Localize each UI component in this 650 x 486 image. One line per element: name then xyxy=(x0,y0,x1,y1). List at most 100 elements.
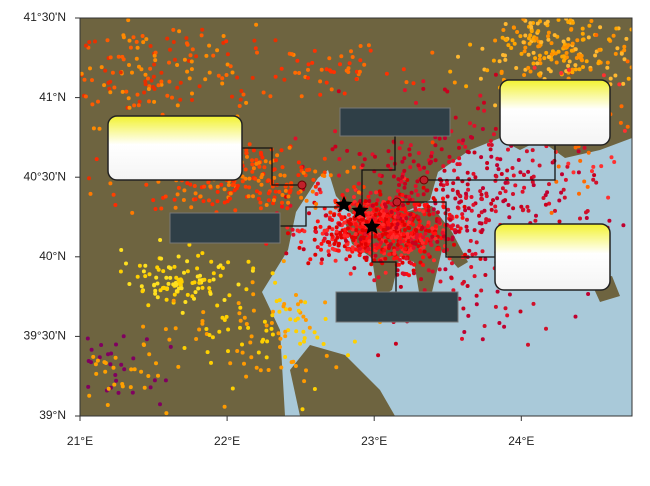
strike xyxy=(200,285,205,290)
strike xyxy=(178,97,183,102)
strike xyxy=(211,271,216,276)
strike xyxy=(244,151,249,156)
strike xyxy=(181,198,186,202)
strike xyxy=(360,163,365,168)
strike xyxy=(207,43,212,48)
strike xyxy=(210,335,215,340)
strike xyxy=(415,232,420,237)
strike xyxy=(118,70,123,75)
strike xyxy=(82,77,87,82)
strike xyxy=(260,339,265,344)
strike xyxy=(319,247,323,252)
strike xyxy=(249,355,254,360)
strike xyxy=(383,231,388,236)
strike xyxy=(614,26,619,31)
strike xyxy=(493,204,498,209)
strike xyxy=(273,74,278,79)
strike xyxy=(625,59,630,64)
strike xyxy=(106,80,111,85)
strike xyxy=(426,252,431,257)
strike xyxy=(122,367,127,372)
strike xyxy=(402,168,407,173)
strike xyxy=(611,33,616,38)
strike xyxy=(581,37,586,42)
strike xyxy=(468,42,473,47)
strike xyxy=(432,258,436,263)
strike xyxy=(250,169,255,174)
strike xyxy=(224,73,229,77)
strike xyxy=(399,140,404,145)
strike xyxy=(313,226,318,230)
strike xyxy=(503,180,508,185)
strike xyxy=(391,174,396,179)
strike xyxy=(185,181,190,186)
strike xyxy=(386,226,390,231)
strike xyxy=(501,199,506,204)
strike xyxy=(427,229,432,233)
strike xyxy=(340,193,345,197)
strike xyxy=(613,73,618,78)
strike xyxy=(89,360,93,365)
strike xyxy=(397,183,401,187)
south-coast xyxy=(290,345,395,416)
strike xyxy=(526,65,531,70)
strike xyxy=(255,50,259,55)
strike xyxy=(287,307,292,312)
strike xyxy=(193,197,198,202)
strike xyxy=(344,68,349,73)
strike xyxy=(566,161,571,166)
strike xyxy=(254,161,259,166)
strike xyxy=(521,40,526,45)
strike xyxy=(607,37,611,42)
strike xyxy=(590,169,594,174)
strike xyxy=(266,191,271,196)
strike xyxy=(358,237,363,242)
strike xyxy=(272,167,277,172)
strike xyxy=(130,390,135,395)
strike xyxy=(396,262,401,267)
strike xyxy=(362,157,367,162)
callout-box xyxy=(499,79,611,146)
strike xyxy=(518,170,523,175)
strike xyxy=(529,29,534,34)
strike xyxy=(228,191,233,196)
strike xyxy=(397,146,402,151)
strike xyxy=(124,89,129,94)
strike xyxy=(462,279,466,284)
strike xyxy=(618,120,623,125)
strike xyxy=(83,94,88,99)
strike xyxy=(418,248,422,253)
strike xyxy=(386,163,391,168)
strike xyxy=(364,255,369,260)
strike xyxy=(129,367,134,372)
strike xyxy=(520,189,525,194)
strike xyxy=(454,214,459,219)
strike xyxy=(160,286,165,290)
strike xyxy=(175,103,180,108)
strike xyxy=(411,159,416,164)
strike xyxy=(149,78,154,83)
strike xyxy=(414,188,418,193)
strike xyxy=(113,203,118,207)
strike xyxy=(324,232,329,237)
strike xyxy=(195,274,200,279)
place-box xyxy=(339,107,451,137)
strike xyxy=(99,65,104,70)
strike xyxy=(386,234,391,239)
strike xyxy=(278,345,282,349)
strike xyxy=(190,294,195,299)
strike xyxy=(422,249,427,254)
strike xyxy=(591,164,596,169)
strike xyxy=(493,72,498,77)
strike xyxy=(244,148,249,153)
strike xyxy=(283,334,288,339)
strike xyxy=(530,148,535,153)
strike xyxy=(423,231,428,236)
strike xyxy=(383,270,388,275)
strike xyxy=(272,175,277,180)
strike xyxy=(128,45,133,50)
strike xyxy=(402,272,407,277)
x-tick-label: 22°E xyxy=(214,434,240,448)
strike xyxy=(498,191,503,195)
strike xyxy=(209,259,214,264)
